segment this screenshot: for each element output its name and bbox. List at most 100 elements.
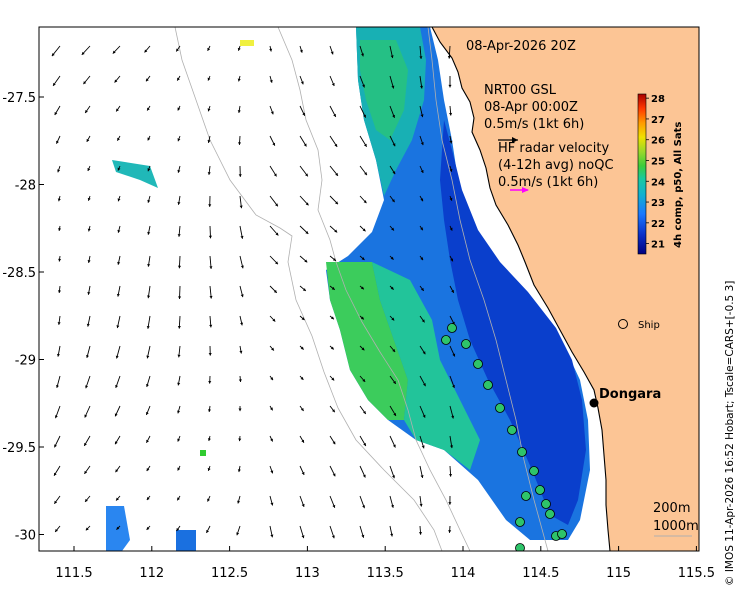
- current-arrowhead: [419, 85, 424, 89]
- current-arrowhead: [335, 172, 338, 176]
- current-arrowhead: [420, 114, 424, 118]
- current-arrowhead: [448, 502, 452, 505]
- contour-label-1000m: 1000m: [653, 519, 699, 534]
- radar-point: [529, 466, 539, 476]
- current-arrowhead: [54, 444, 57, 448]
- current-arrowhead: [115, 384, 119, 388]
- current-arrowhead: [362, 84, 365, 88]
- current-arrowhead: [272, 142, 276, 146]
- current-arrowhead: [144, 49, 148, 53]
- current-arrowhead: [420, 169, 424, 173]
- current-arrowhead: [420, 142, 424, 146]
- current-arrowhead: [392, 444, 396, 448]
- current-arrowhead: [334, 229, 338, 233]
- current-arrowhead: [207, 409, 212, 412]
- current-arrowhead: [177, 497, 180, 501]
- radar-point: [535, 485, 545, 495]
- current-arrowhead: [147, 263, 151, 267]
- current-arrowhead: [275, 203, 278, 207]
- current-arrowhead: [270, 111, 274, 115]
- radar-point: [507, 425, 517, 435]
- current-arrowhead: [206, 529, 209, 533]
- current-arrowhead: [390, 55, 394, 59]
- x-tick-label: 111.5: [55, 566, 92, 581]
- current-arrowhead: [146, 526, 150, 530]
- current-arrowhead: [448, 474, 453, 477]
- current-arrowhead: [117, 198, 121, 202]
- current-arrowhead: [240, 265, 244, 269]
- current-arrowhead: [237, 47, 241, 51]
- current-arrowhead: [53, 82, 56, 86]
- current-arrowhead: [448, 84, 452, 88]
- y-tick-label: -28: [15, 179, 36, 194]
- y-tick-label: -27.5: [2, 91, 36, 106]
- current-arrowhead: [147, 107, 150, 111]
- current-arrowhead: [84, 470, 88, 474]
- current-arrowhead: [419, 503, 423, 507]
- current-arrowhead: [390, 256, 394, 260]
- current-arrowhead: [177, 265, 182, 269]
- current-arrowhead: [301, 503, 305, 507]
- radar-label-3: 0.5m/s (1kt 6h): [498, 175, 598, 190]
- current-arrowhead: [55, 528, 58, 532]
- current-arrowhead: [275, 232, 279, 236]
- current-arrowhead: [330, 346, 334, 350]
- current-arrowhead: [55, 385, 59, 388]
- current-arrowhead: [147, 231, 151, 235]
- current-arrowhead: [300, 407, 304, 411]
- current-arrowhead: [116, 497, 119, 501]
- current-arrowhead: [420, 198, 424, 202]
- current-arrowhead: [114, 79, 118, 83]
- current-arrowhead: [330, 316, 334, 320]
- current-arrowhead: [332, 504, 336, 508]
- colorbar-tick-label: 22: [651, 219, 665, 230]
- current-arrowhead: [57, 322, 61, 325]
- current-arrowhead: [301, 471, 305, 475]
- current-arrowhead: [236, 532, 240, 536]
- colorbar-tick-label: 25: [651, 156, 665, 167]
- current-arrowhead: [207, 467, 211, 471]
- current-arrowhead: [452, 353, 456, 357]
- current-arrowhead: [207, 498, 210, 502]
- current-arrowhead: [145, 384, 149, 387]
- x-tick-label: 112.5: [211, 566, 248, 581]
- current-arrowhead: [209, 295, 213, 299]
- current-arrowhead: [54, 472, 57, 476]
- current-arrowhead: [146, 78, 149, 82]
- current-arrowhead: [421, 319, 425, 323]
- current-arrowhead: [300, 81, 304, 85]
- current-arrowhead: [362, 505, 366, 509]
- current-arrowhead: [209, 266, 213, 269]
- current-arrowhead: [208, 204, 212, 207]
- radar-point: [447, 323, 457, 333]
- current-arrowhead: [275, 261, 278, 265]
- current-arrowhead: [449, 168, 453, 172]
- radar-label-1: HF radar velocity: [498, 141, 610, 156]
- current-arrowhead: [115, 441, 118, 445]
- radar-point: [515, 543, 525, 551]
- current-arrowhead: [238, 408, 242, 412]
- current-arrowhead: [422, 414, 426, 418]
- current-arrowhead: [362, 228, 366, 232]
- current-arrowhead: [305, 230, 309, 234]
- x-tick-label: 114: [451, 566, 476, 581]
- current-arrowhead: [207, 172, 211, 175]
- current-arrowhead: [452, 385, 455, 388]
- colorbar: [637, 93, 647, 255]
- current-arrowhead: [392, 114, 396, 118]
- model-scale-arrowhead: [512, 137, 518, 143]
- colorbar-tick-label: 27: [651, 115, 665, 126]
- current-arrowhead: [177, 107, 181, 111]
- current-arrowhead: [146, 326, 150, 329]
- current-arrowhead: [332, 473, 336, 477]
- radar-point: [515, 517, 525, 527]
- colorbar-tick-label: 21: [651, 240, 665, 251]
- current-arrowhead: [240, 235, 244, 239]
- contour-deep: [174, 27, 443, 551]
- land-mass: [432, 27, 699, 551]
- current-arrowhead: [237, 110, 241, 113]
- y-axis-ticks: -27.5 -28 -28.5 -29 -29.5 -30: [2, 91, 44, 544]
- current-arrowhead: [207, 77, 211, 81]
- current-arrowhead: [422, 383, 426, 387]
- current-arrowhead: [301, 439, 304, 443]
